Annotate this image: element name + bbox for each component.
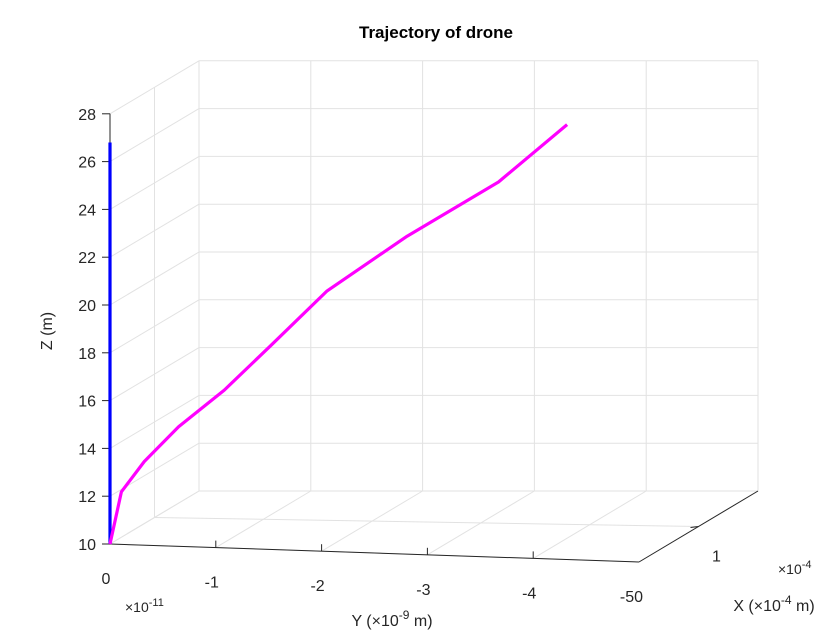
- z-axis-label: Z (m): [39, 312, 56, 350]
- y-tick-label: -1: [205, 575, 219, 592]
- x-tick-mark: [690, 526, 699, 528]
- axes: 10 12 14 16 18 20 22 24 26 28 0 -1 -2 -3 -4 -50 1: [78, 107, 759, 606]
- z-tick-label: 24: [78, 202, 96, 219]
- z-tick-label: 20: [78, 298, 96, 315]
- y-multiplier-exponent: -11: [149, 597, 164, 609]
- x-multiplier-base: ×10: [778, 561, 802, 577]
- x-axis-label: X (×10-4 m): [733, 593, 814, 615]
- x-axis-label-tail: m): [792, 598, 815, 615]
- x-axis-label-exponent: -4: [781, 593, 792, 607]
- y-multiplier: ×10-11: [125, 597, 164, 615]
- x-multiplier: ×10-4: [778, 559, 812, 577]
- left-wall-grid-line: [109, 203, 200, 258]
- x-axis-label-base: X (×10: [733, 598, 781, 615]
- left-wall-grid-line: [109, 394, 200, 449]
- y-axis-label: Y (×10-9 m): [351, 608, 432, 630]
- y-tick-label: -3: [416, 582, 430, 599]
- z-tick-label: 18: [78, 346, 96, 363]
- data-series: [108, 123, 569, 545]
- z-tick-label: 22: [78, 250, 96, 267]
- y-axis-line: [109, 543, 640, 563]
- z-tick-label: 28: [78, 107, 96, 124]
- z-tick-label: 26: [78, 155, 96, 172]
- z-tick-label: 16: [78, 394, 96, 411]
- z-tick-label: 14: [78, 441, 96, 458]
- y-axis-label-tail: m): [409, 613, 432, 630]
- z-tick-label: 12: [78, 489, 96, 506]
- y-axis-label-base: Y (×10: [351, 613, 398, 630]
- left-wall-grid-line: [109, 251, 200, 306]
- left-wall-grid-line: [109, 60, 200, 115]
- x-tick-label: 1: [712, 549, 721, 566]
- x-multiplier-exponent: -4: [802, 559, 812, 571]
- y-tick-label: -2: [310, 578, 324, 595]
- left-wall-grid-line: [109, 490, 200, 545]
- floor-grid-line: [154, 517, 699, 527]
- left-wall-grid-line: [109, 347, 200, 402]
- y-tick-label: -4: [522, 585, 536, 602]
- grid-lines: [109, 60, 759, 563]
- x-tick-label: -50: [620, 589, 643, 606]
- y-axis-label-exponent: -9: [399, 608, 410, 622]
- left-wall-grid-line: [109, 108, 200, 163]
- z-tick-label: 10: [78, 537, 96, 554]
- series-line: [108, 123, 569, 545]
- left-wall-grid-line: [109, 155, 200, 210]
- y-tick-label: 0: [102, 571, 111, 588]
- chart-title: Trajectory of drone: [359, 23, 513, 42]
- y-multiplier-base: ×10: [125, 599, 149, 615]
- left-wall-grid-line: [109, 299, 200, 354]
